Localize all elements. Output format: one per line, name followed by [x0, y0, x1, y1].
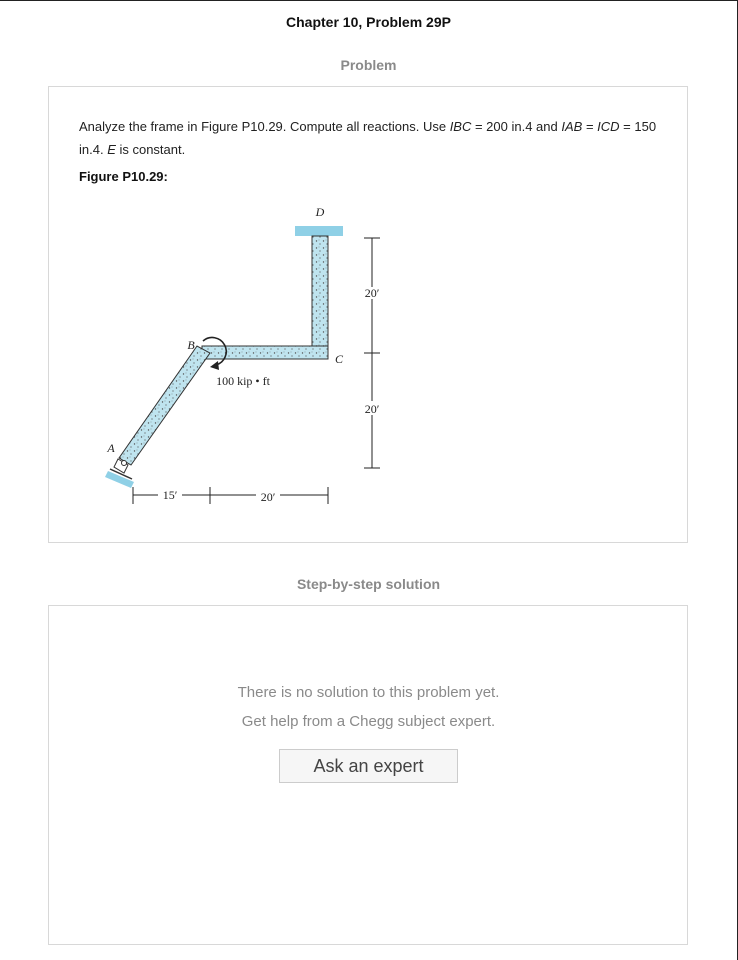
figure-label: Figure P10.29:: [79, 169, 168, 184]
label-d: D: [315, 205, 325, 219]
text-run: = 200 in.4 and: [471, 119, 562, 134]
moment-arrow: [202, 336, 228, 370]
dimension-label: 15′: [163, 488, 178, 502]
problem-text: Analyze the frame in Figure P10.29. Comp…: [79, 115, 659, 161]
solution-heading: Step-by-step solution: [296, 576, 441, 592]
problem-box: [48, 86, 688, 543]
text-run: IAB: [561, 119, 583, 134]
member-cd: [311, 235, 329, 360]
solution-message: There is no solution to this problem yet…: [237, 684, 500, 701]
label-a: A: [106, 441, 115, 455]
text-run: IBC: [449, 119, 472, 134]
dimension-lines: [132, 237, 380, 504]
problem-heading: Problem: [340, 57, 397, 73]
support-a: [105, 458, 134, 488]
ask-expert-button[interactable]: Ask an expert: [279, 749, 458, 783]
member-bc: [201, 345, 329, 360]
text-run: =: [582, 119, 598, 134]
text-run: Analyze the frame in Figure P10.29. Comp…: [79, 119, 450, 134]
dimension-label: 20′: [261, 490, 276, 504]
moment-label: 100 kip • ft: [216, 374, 271, 388]
solution-message: Get help from a Chegg subject expert.: [241, 713, 496, 730]
dimension-label: 20′: [365, 286, 380, 300]
text-run: = 150 in.4.: [79, 119, 657, 157]
member-ab: [118, 345, 211, 466]
text-run: E: [107, 142, 116, 157]
support-d: [295, 226, 343, 236]
solution-box: [48, 605, 688, 945]
label-c: C: [335, 352, 344, 366]
figure: D C B A 20′ 20′ 100 kip • ft 15′ 20′: [105, 205, 380, 504]
text-run: is constant.: [115, 142, 186, 157]
text-run: ICD: [597, 119, 620, 134]
label-b: B: [187, 338, 195, 352]
page-title: Chapter 10, Problem 29P: [286, 14, 451, 30]
dimension-label: 20′: [365, 402, 380, 416]
